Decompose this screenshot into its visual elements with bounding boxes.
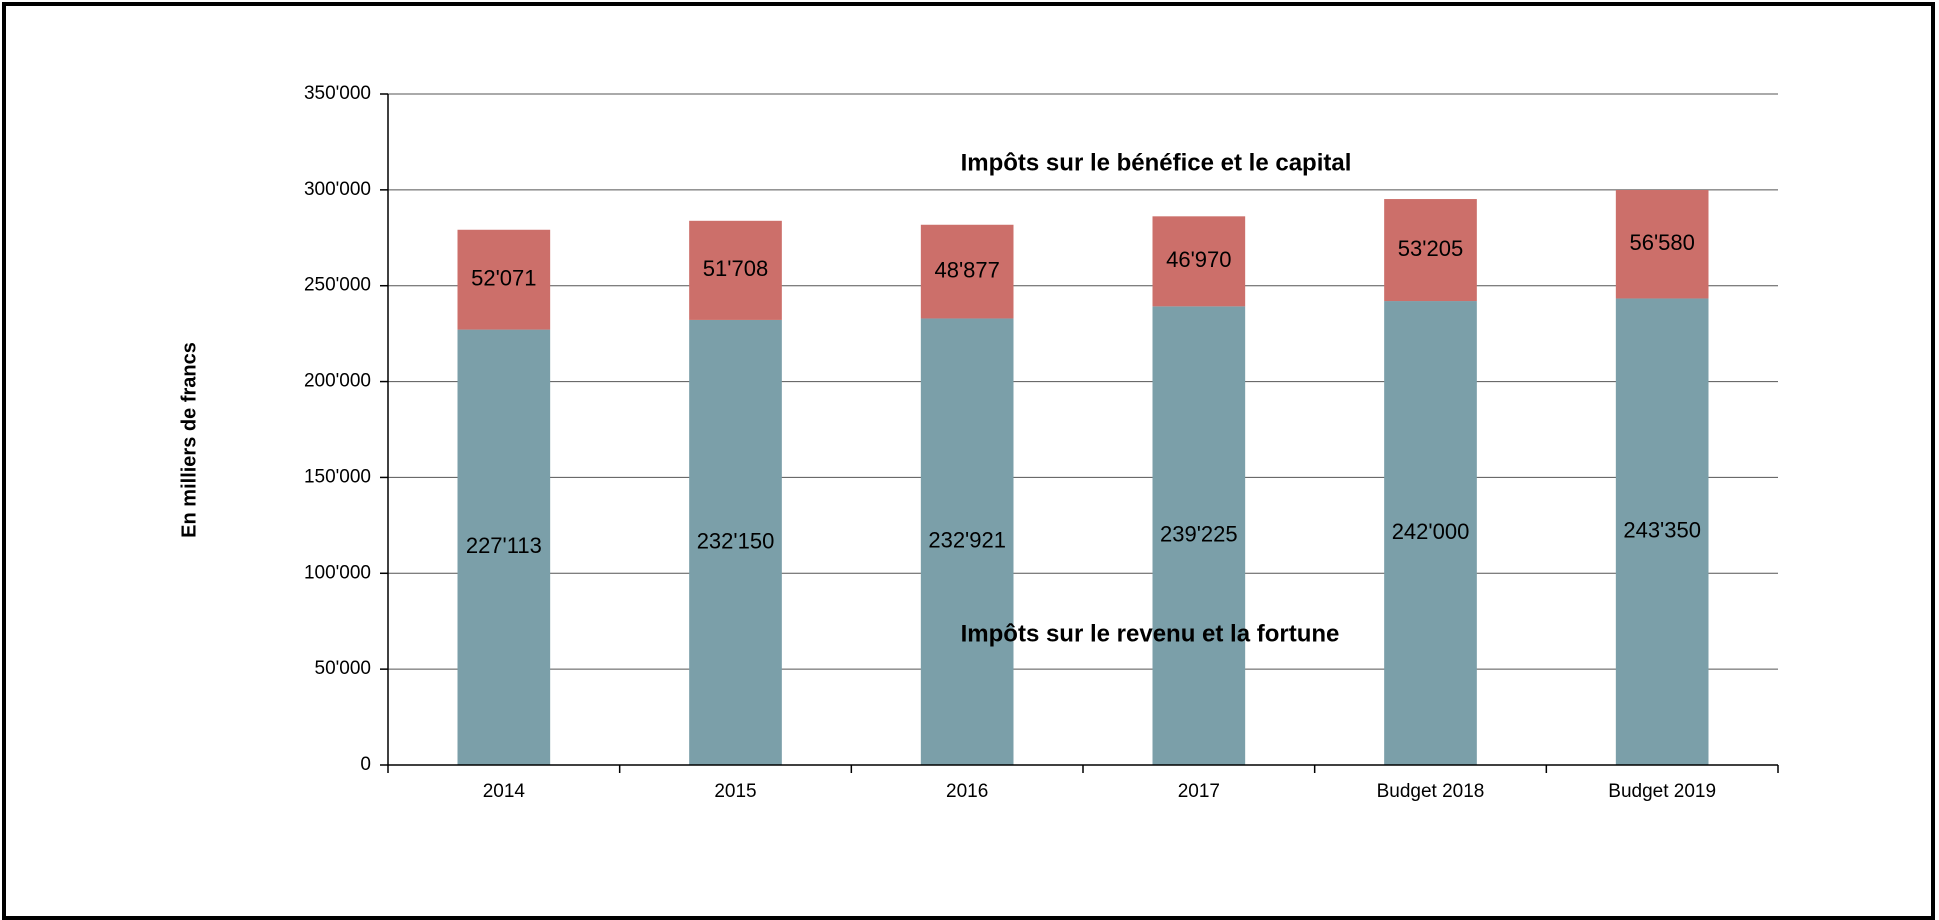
data-label: 232'150 <box>697 528 775 553</box>
bar-segment <box>1152 306 1246 765</box>
data-label: 52'071 <box>471 265 536 290</box>
data-label: 242'000 <box>1392 519 1470 544</box>
bar-segment <box>457 229 551 330</box>
data-label: 239'225 <box>1160 521 1238 546</box>
data-label: 56'580 <box>1629 230 1694 255</box>
bar-segment <box>1615 298 1709 765</box>
y-tick-label: 150'000 <box>304 466 371 487</box>
y-tick-label: 50'000 <box>315 658 371 679</box>
y-tick-label: 350'000 <box>304 83 371 104</box>
y-tick-label: 300'000 <box>304 179 371 200</box>
y-tick-label: 200'000 <box>304 371 371 392</box>
series-annotation: Impôts sur le bénéfice et le capital <box>961 149 1352 176</box>
bar-segment <box>920 318 1014 765</box>
bar-segment <box>457 329 551 765</box>
data-label: 48'877 <box>934 257 999 282</box>
x-tick-label: 2015 <box>714 781 756 802</box>
y-axis-label: En milliers de francs <box>178 342 200 538</box>
bar-segment <box>689 319 782 765</box>
data-label: 227'113 <box>466 533 542 558</box>
data-label: 51'708 <box>703 256 768 281</box>
bar-segment <box>1152 216 1246 307</box>
series-annotation: Impôts sur le revenu et la fortune <box>961 620 1340 647</box>
y-tick-label: 0 <box>360 754 371 775</box>
x-tick-label: 2017 <box>1178 781 1220 802</box>
data-label: 46'970 <box>1166 247 1231 272</box>
x-tick-label: Budget 2018 <box>1377 781 1485 802</box>
y-tick-label: 100'000 <box>304 562 371 583</box>
bar-segment <box>1384 199 1477 302</box>
x-tick-label: 2014 <box>483 781 526 802</box>
bar-segment <box>920 224 1014 319</box>
bar-segment <box>1384 301 1477 765</box>
data-label: 232'921 <box>928 528 1006 553</box>
y-tick-label: 250'000 <box>304 275 371 296</box>
x-tick-label: Budget 2019 <box>1608 781 1716 802</box>
data-label: 53'205 <box>1398 236 1463 261</box>
bar-segment <box>1615 189 1709 299</box>
x-tick-label: 2016 <box>946 781 988 802</box>
bar-segment <box>689 220 782 320</box>
data-label: 243'350 <box>1623 518 1701 543</box>
